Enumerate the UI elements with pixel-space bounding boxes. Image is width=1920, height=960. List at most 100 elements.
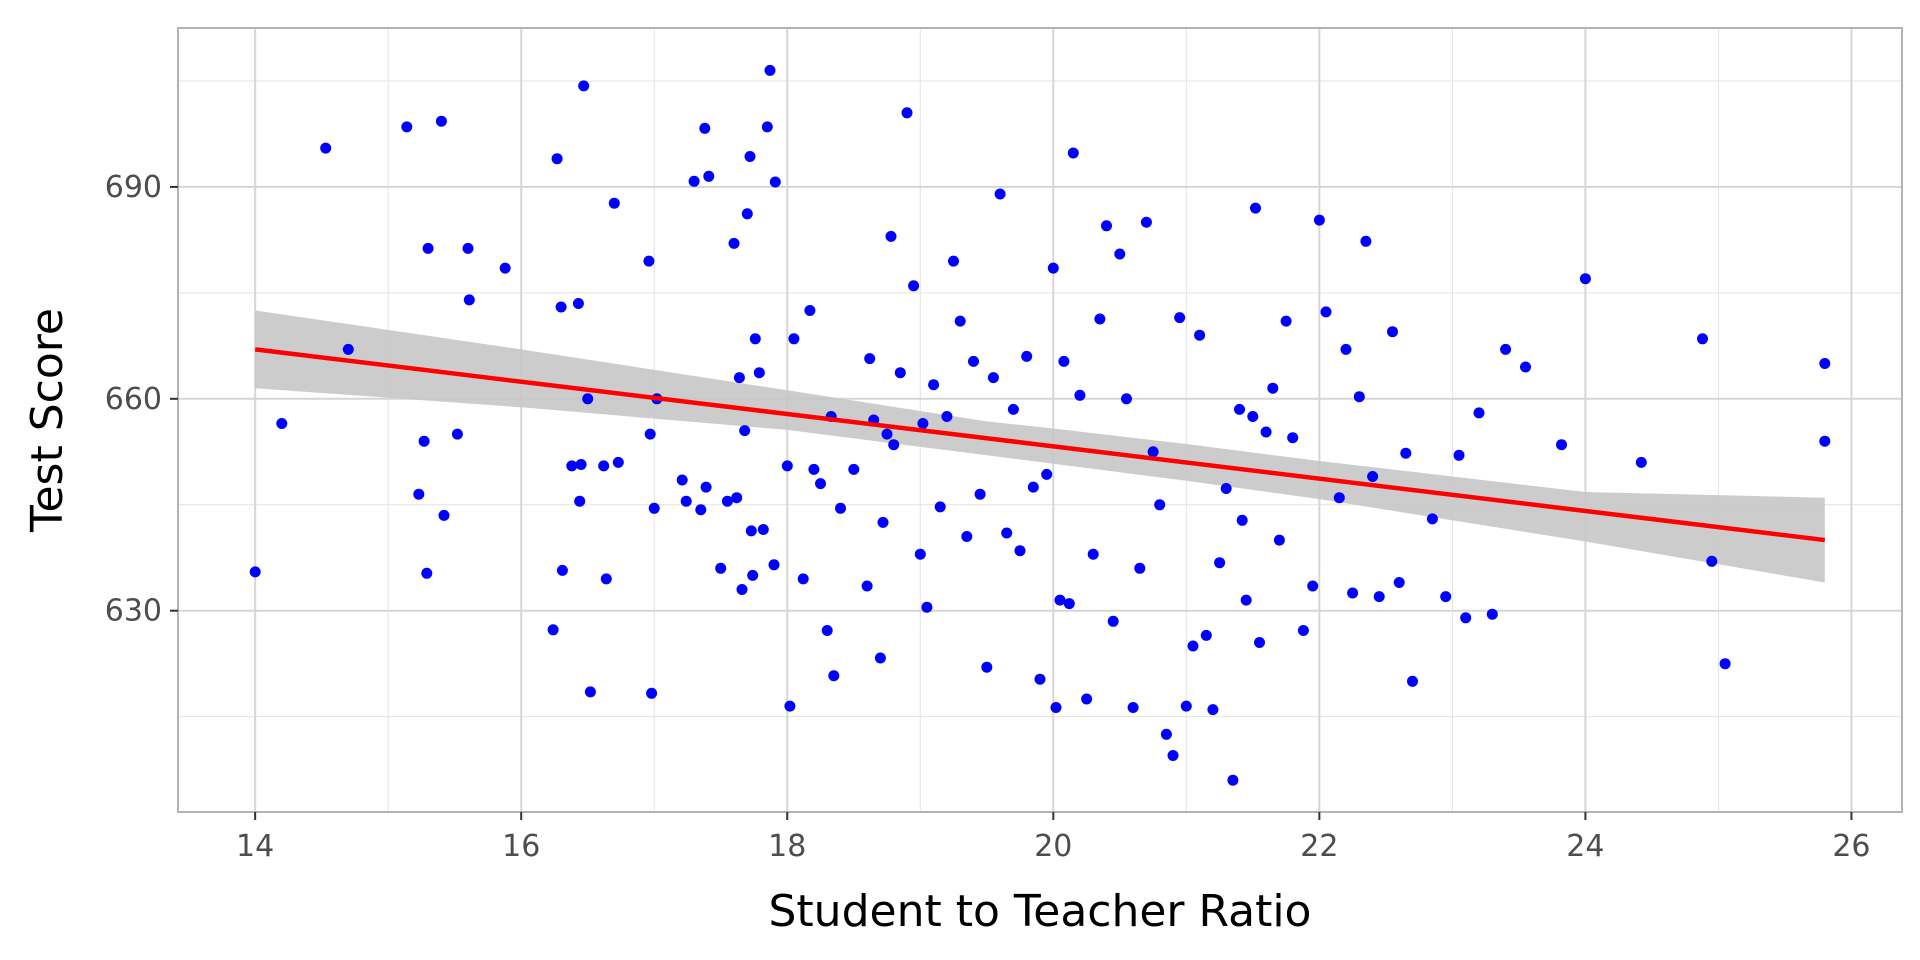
data-point	[421, 567, 433, 579]
data-point	[739, 425, 751, 437]
y-axis-title: Test Score	[22, 308, 73, 533]
data-point	[1453, 449, 1465, 461]
x-tick-label: 14	[236, 829, 274, 864]
data-point	[1347, 587, 1359, 599]
data-point	[1307, 580, 1319, 592]
data-point	[764, 64, 776, 76]
data-point	[894, 367, 906, 379]
data-point	[1297, 625, 1309, 636]
data-point	[1267, 382, 1279, 394]
data-point	[1719, 658, 1731, 670]
data-point	[1320, 306, 1332, 318]
data-point	[835, 502, 846, 514]
data-point	[1050, 702, 1062, 713]
data-point	[1460, 612, 1472, 624]
data-point	[418, 435, 430, 447]
data-point	[1333, 492, 1345, 504]
y-tick-label: 660	[105, 382, 162, 417]
x-tick-label: 24	[1566, 829, 1604, 864]
data-point	[917, 418, 929, 429]
data-point	[968, 355, 979, 367]
data-point	[1041, 468, 1053, 480]
data-point	[1400, 447, 1412, 459]
data-point	[1081, 693, 1093, 705]
data-point	[1500, 343, 1512, 355]
data-point	[695, 504, 707, 516]
data-point	[1134, 562, 1146, 574]
data-point	[1373, 591, 1385, 603]
data-point	[1556, 439, 1567, 451]
data-point	[574, 495, 586, 507]
data-point	[1393, 577, 1405, 588]
data-point	[1027, 481, 1039, 493]
data-point	[961, 531, 973, 542]
data-point	[703, 170, 715, 182]
data-point	[688, 175, 700, 187]
x-tick-label: 16	[502, 829, 540, 864]
data-point	[438, 509, 450, 521]
data-point	[584, 686, 596, 698]
data-point	[921, 601, 933, 613]
data-point	[422, 242, 434, 254]
data-point	[566, 460, 578, 472]
data-point	[1021, 350, 1033, 362]
data-point	[612, 456, 624, 468]
data-point	[451, 428, 463, 440]
data-point	[1007, 403, 1019, 415]
data-point	[901, 107, 913, 119]
data-point	[881, 428, 893, 440]
data-point	[401, 121, 413, 133]
data-point	[1087, 548, 1099, 560]
data-point	[575, 459, 587, 470]
data-point	[547, 624, 559, 636]
data-point	[874, 652, 886, 664]
data-point	[1254, 637, 1265, 648]
data-point	[1387, 326, 1398, 338]
data-point	[715, 562, 727, 574]
data-point	[1140, 216, 1152, 228]
data-point	[784, 700, 796, 712]
data-point	[1273, 534, 1285, 546]
panel-border	[177, 27, 1903, 813]
data-point	[1114, 248, 1126, 260]
data-point	[741, 208, 753, 220]
data-point	[821, 625, 833, 636]
data-point	[934, 501, 946, 513]
data-point	[644, 428, 656, 440]
data-point	[608, 197, 620, 209]
data-point	[745, 525, 757, 537]
data-point	[908, 280, 920, 292]
data-point	[761, 121, 773, 133]
data-point	[551, 153, 563, 165]
data-point	[572, 298, 584, 309]
regression-line	[254, 347, 1826, 543]
data-point	[994, 188, 1006, 200]
data-point	[769, 176, 781, 188]
data-point	[1353, 391, 1365, 403]
x-tick-label: 22	[1300, 829, 1338, 864]
data-point	[249, 566, 261, 578]
data-point	[1147, 446, 1159, 458]
data-point	[1034, 673, 1046, 685]
data-point	[499, 262, 511, 274]
data-point	[981, 661, 993, 673]
data-point	[1058, 355, 1070, 367]
data-point	[1313, 214, 1325, 226]
data-point	[1426, 513, 1438, 525]
data-point	[848, 463, 860, 475]
data-point	[987, 372, 999, 384]
data-point	[413, 488, 425, 500]
data-point	[1074, 389, 1086, 401]
data-point	[1054, 594, 1066, 606]
data-point	[1260, 426, 1272, 438]
y-axis-ticks: 630 660 690	[105, 170, 178, 629]
data-point	[556, 564, 568, 576]
x-axis-ticks: 14 16 18 20 22 24 26	[236, 812, 1871, 864]
data-point	[885, 230, 897, 242]
data-point	[1160, 728, 1172, 740]
data-point	[435, 115, 447, 127]
data-point	[808, 463, 820, 475]
data-point	[1407, 675, 1418, 687]
data-point	[731, 492, 743, 504]
